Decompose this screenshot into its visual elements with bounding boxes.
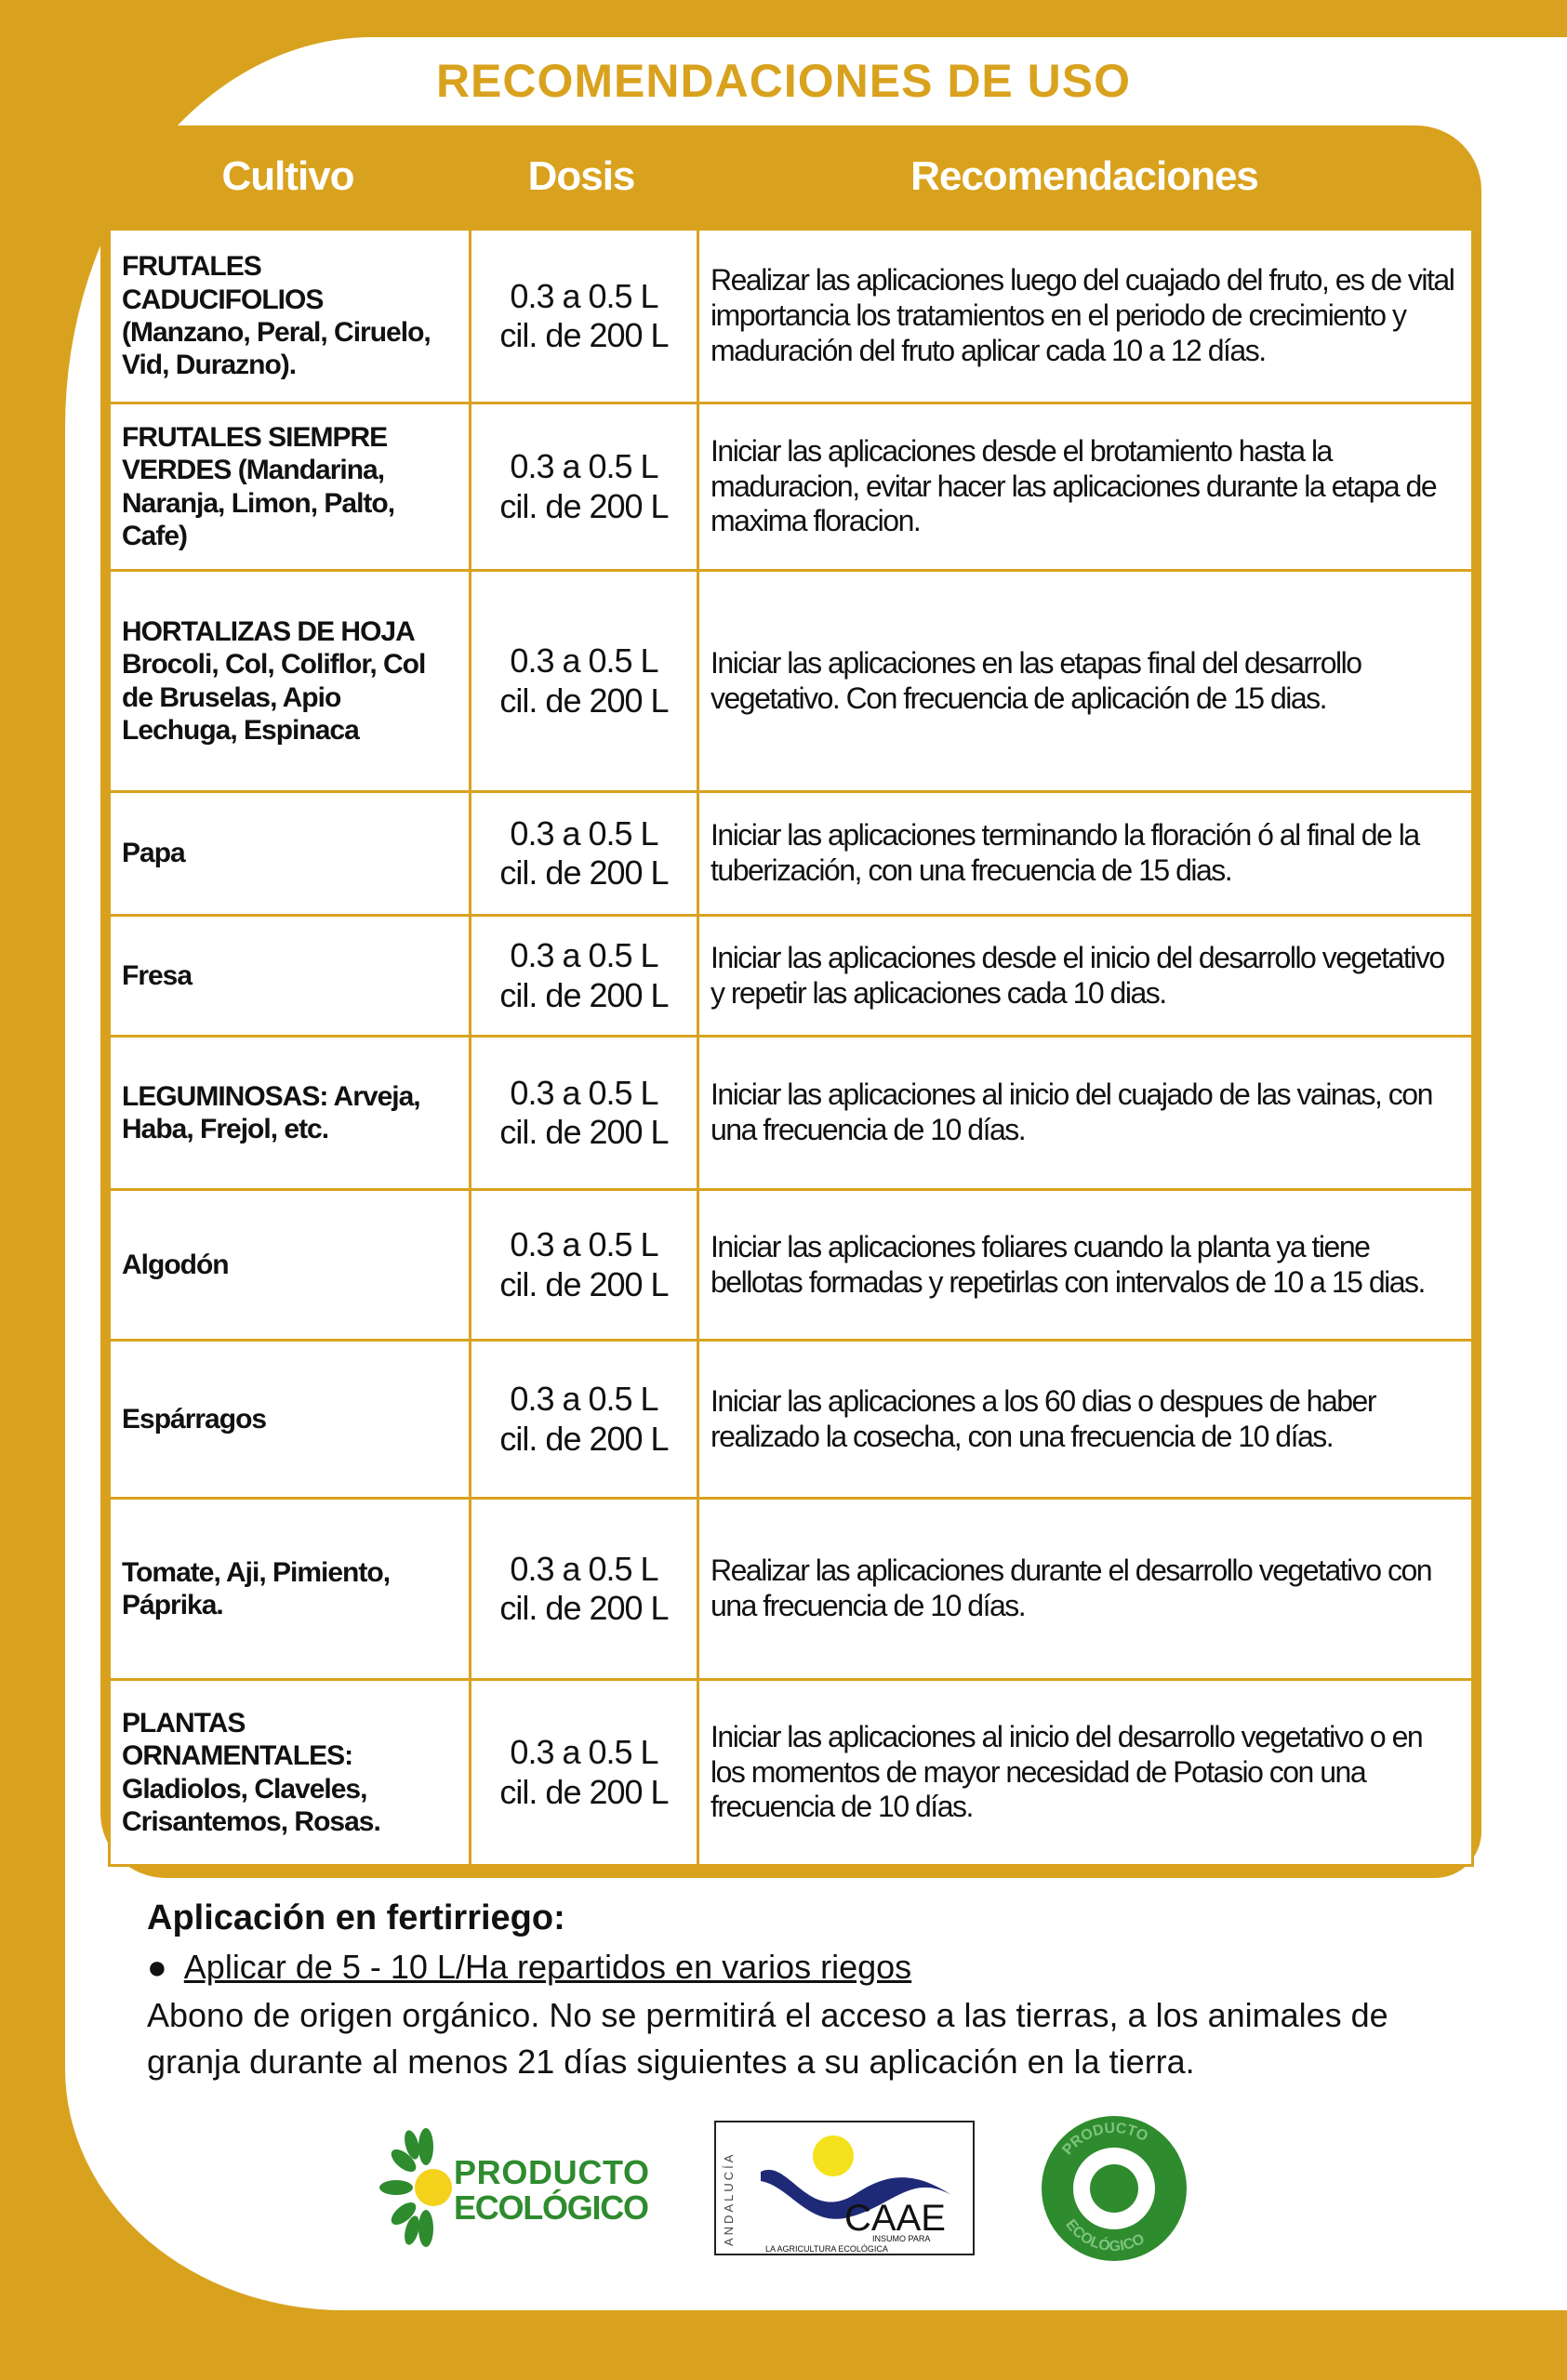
dosis-cell: 0.3 a 0.5 L cil. de 200 L [469, 1497, 699, 1681]
producto-ecologico-seal: PRODUCTO ECOLÓGICO [1042, 2115, 1187, 2261]
svg-text:INSUMO PARA: INSUMO PARA [872, 2234, 930, 2243]
recommendations-table: FRUTALES CADUCIFOLIOS (Manzano, Peral, C… [108, 228, 1474, 1867]
dosis-cell: 0.3 a 0.5 L cil. de 200 L [469, 1678, 699, 1867]
cultivo-cell: LEGUMINOSAS: Arveja, Haba, Frejol, etc. [108, 1035, 471, 1191]
cultivo-cell: FRUTALES SIEMPRE VERDES (Mandarina, Nara… [108, 402, 471, 572]
recomendacion-cell: Iniciar las aplicaciones en las etapas f… [697, 569, 1474, 793]
table-row: LEGUMINOSAS: Arveja, Haba, Frejol, etc. 0… [108, 1035, 1474, 1191]
header-cultivo: Cultivo [221, 153, 354, 199]
table-row: FRUTALES SIEMPRE VERDES (Mandarina, Nara… [108, 402, 1474, 572]
table-row: PLANTAS ORNAMENTALES: Gladiolos, Clavele… [108, 1678, 1474, 1867]
recomendacion-cell: Realizar las aplicaciones durante el des… [697, 1497, 1474, 1681]
table-row: FRUTALES CADUCIFOLIOS (Manzano, Peral, C… [108, 228, 1474, 404]
svg-text:LA AGRICULTURA ECOLÓGICA: LA AGRICULTURA ECOLÓGICA [765, 2244, 888, 2254]
table-row: Tomate, Aji, Pimiento, Páprika. 0.3 a 0.5… [108, 1497, 1474, 1681]
fertirriego-dose: Aplicar de 5 - 10 L/Ha repartidos en var… [183, 1948, 912, 1986]
flower-icon [379, 2127, 433, 2247]
header-recomendaciones: Recomendaciones [910, 153, 1259, 199]
fertirriego-heading: Aplicación en fertirriego: [147, 1898, 565, 1937]
table-row: HORTALIZAS DE HOJA Brocoli, Col, Coliflo… [108, 569, 1474, 793]
dosis-cell: 0.3 a 0.5 L cil. de 200 L [469, 790, 699, 917]
fertirriego-note: Abono de origen orgánico. No se permitir… [147, 1996, 1388, 2082]
recomendacion-cell: Iniciar las aplicaciones al inicio del d… [697, 1678, 1474, 1867]
dosis-cell: 0.3 a 0.5 L cil. de 200 L [469, 402, 699, 572]
recomendacion-cell: Iniciar las aplicaciones terminando la f… [697, 790, 1474, 917]
recomendacion-cell: Iniciar las aplicaciones desde el brotam… [697, 402, 1474, 572]
page-title: RECOMENDACIONES DE USO [435, 55, 1132, 107]
dosis-cell: 0.3 a 0.5 L cil. de 200 L [469, 569, 699, 793]
dosis-cell: 0.3 a 0.5 L cil. de 200 L [469, 228, 699, 404]
recomendacion-cell: Iniciar las aplicaciones desde el inicio… [697, 914, 1474, 1038]
dosis-cell: 0.3 a 0.5 L cil. de 200 L [469, 1188, 699, 1342]
cultivo-cell: Tomate, Aji, Pimiento, Páprika. [108, 1497, 471, 1681]
recomendacion-cell: Realizar las aplicaciones luego del cuaj… [697, 228, 1474, 404]
cultivo-cell: Fresa [108, 914, 471, 1038]
recomendacion-cell: Iniciar las aplicaciones foliares cuando… [697, 1188, 1474, 1342]
content: Cultivo Dosis Recomendaciones FRUTALES C… [100, 126, 1481, 2263]
logos-row: PRODUCTO ECOLÓGICO ANDALUCÍA CAAE INSUMO… [100, 2114, 1481, 2263]
svg-text:ANDALUCÍA: ANDALUCÍA [722, 2151, 736, 2245]
recomendacion-cell: Iniciar las aplicaciones a los 60 dias o… [697, 1339, 1474, 1500]
cultivo-cell: Algodón [108, 1188, 471, 1342]
header-dosis: Dosis [527, 153, 636, 199]
cultivo-cell: Papa [108, 790, 471, 917]
cultivo-cell: HORTALIZAS DE HOJA Brocoli, Col, Coliflo… [108, 569, 471, 793]
svg-text:ECOLÓGICO: ECOLÓGICO [454, 2188, 649, 2227]
table-header: Cultivo Dosis Recomendaciones [108, 126, 1474, 228]
cultivo-cell: PLANTAS ORNAMENTALES: Gladiolos, Clavele… [108, 1678, 471, 1867]
svg-text:PRODUCTO: PRODUCTO [454, 2153, 649, 2191]
table-row: Espárragos 0.3 a 0.5 L cil. de 200 L Inici… [108, 1339, 1474, 1500]
cultivo-cell: FRUTALES CADUCIFOLIOS (Manzano, Peral, C… [108, 228, 471, 404]
caae-logo: ANDALUCÍA CAAE INSUMO PARA LA AGRICULTUR… [714, 2120, 975, 2255]
table-row: Fresa 0.3 a 0.5 L cil. de 200 L Iniciar la… [108, 914, 1474, 1038]
table-row: Algodón 0.3 a 0.5 L cil. de 200 L Iniciar … [108, 1188, 1474, 1342]
svg-text:CAAE: CAAE [844, 2198, 946, 2239]
dosis-cell: 0.3 a 0.5 L cil. de 200 L [469, 1035, 699, 1191]
table-frame: Cultivo Dosis Recomendaciones FRUTALES C… [100, 126, 1481, 1878]
table-row: Papa 0.3 a 0.5 L cil. de 200 L Iniciar las… [108, 790, 1474, 917]
dosis-cell: 0.3 a 0.5 L cil. de 200 L [469, 914, 699, 1038]
recomendacion-cell: Iniciar las aplicaciones al inicio del c… [697, 1035, 1474, 1191]
dosis-cell: 0.3 a 0.5 L cil. de 200 L [469, 1339, 699, 1500]
bullet-icon: ● [147, 1948, 167, 1986]
cultivo-cell: Espárragos [108, 1339, 471, 1500]
fertirriego-section: Aplicación en fertirriego: ● Aplicar de … [147, 1898, 1449, 2086]
producto-ecologico-logo: PRODUCTO ECOLÓGICO [379, 2127, 649, 2247]
